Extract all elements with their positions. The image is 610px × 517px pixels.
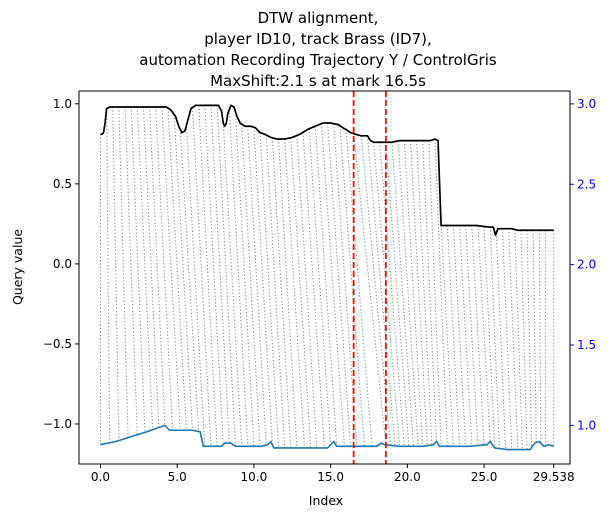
alignment-line-41 (353, 133, 387, 445)
y-left-tick-label-0: 1.0 (53, 97, 72, 111)
alignment-lines (99, 105, 555, 450)
reference-series-line (100, 424, 554, 451)
alignment-line-7 (142, 106, 160, 428)
alignment-line-59 (465, 225, 479, 446)
title-line-4: MaxShift:2.1 s at mark 16.5s (210, 72, 426, 90)
alignment-line-28 (271, 137, 292, 448)
alignment-line-60 (471, 225, 485, 446)
alignment-line-51 (416, 140, 433, 445)
alignment-line-35 (314, 126, 338, 447)
x-tick-label-1: 5.0 (168, 470, 187, 484)
x-tick-label-0: 0.0 (91, 470, 110, 484)
alignment-line-62 (483, 226, 496, 448)
alignment-line-71 (538, 230, 542, 444)
alignment-line-40 (345, 129, 373, 447)
series-lines (100, 104, 554, 451)
alignment-line-32 (296, 135, 318, 448)
alignment-line-67 (514, 229, 523, 450)
chart-title: DTW alignment, player ID10, track Brass … (139, 9, 497, 90)
alignment-line-56 (446, 225, 461, 447)
alignment-line-13 (179, 129, 200, 432)
title-line-3: automation Recording Trajectory Y / Cont… (139, 51, 497, 69)
alignment-line-58 (459, 225, 473, 447)
alignment-line-70 (532, 230, 537, 443)
title-line-2: player ID10, track Brass (ID7), (204, 30, 432, 48)
alignment-line-27 (265, 134, 286, 448)
marker-lines (352, 91, 387, 464)
alignment-line-55 (440, 225, 454, 447)
alignment-line-43 (366, 135, 396, 446)
alignment-line-17 (204, 105, 224, 445)
x-tick-label-5: 25.0 (471, 470, 498, 484)
x-tick-label-2: 10.0 (241, 470, 268, 484)
alignment-line-45 (379, 142, 405, 447)
y-right-tick-label-4: 1.0 (577, 418, 596, 432)
y-left-tick-label-1: 0.5 (53, 177, 72, 191)
alignment-line-49 (403, 140, 424, 447)
alignment-line-12 (173, 114, 194, 431)
alignment-line-18 (210, 105, 230, 444)
alignment-line-11 (167, 108, 187, 431)
y-right-tick-label-2: 2.0 (577, 258, 596, 272)
alignment-line-63 (489, 227, 500, 449)
title-line-1: DTW alignment, (258, 9, 379, 27)
alignment-line-6 (136, 106, 154, 430)
alignment-line-2 (112, 106, 120, 441)
alignment-line-39 (339, 125, 365, 447)
y-left-tick-label-4: −1.0 (43, 417, 72, 431)
x-axis: 0.0 5.0 10.0 15.0 20.0 25.0 29.538 (91, 464, 575, 484)
alignment-line-65 (501, 228, 513, 450)
x-tick-label-3: 15.0 (317, 470, 344, 484)
x-tick-label-4: 20.0 (394, 470, 421, 484)
y-left-tick-label-3: −0.5 (43, 337, 72, 351)
alignment-line-9 (155, 106, 174, 431)
alignment-line-5 (130, 106, 146, 433)
y-right-tick-label-0: 3.0 (577, 97, 596, 111)
alignment-line-14 (185, 125, 206, 447)
alignment-line-29 (277, 138, 298, 448)
alignment-line-30 (284, 138, 306, 448)
y-axis-left-label: Query value (10, 229, 25, 305)
alignment-line-23 (241, 124, 261, 447)
alignment-line-52 (422, 140, 438, 442)
alignment-line-54 (434, 139, 448, 447)
alignment-line-68 (520, 230, 528, 450)
alignment-line-3 (118, 106, 129, 438)
alignment-line-66 (508, 228, 519, 450)
alignment-line-48 (397, 140, 419, 447)
y-right-tick-label-3: 1.5 (577, 338, 596, 352)
alignment-line-36 (320, 123, 345, 447)
alignment-line-50 (409, 140, 428, 446)
alignment-line-4 (124, 106, 138, 435)
y-axis-right: 3.0 2.5 2.0 1.5 1.0 (570, 97, 596, 432)
x-tick-label-6: 29.538 (533, 470, 575, 484)
alignment-line-19 (216, 105, 237, 447)
alignment-line-69 (526, 230, 533, 448)
alignment-line-61 (477, 225, 491, 442)
alignment-line-16 (198, 105, 218, 447)
alignment-line-1 (106, 108, 111, 443)
alignment-line-31 (290, 137, 312, 448)
alignment-line-10 (161, 106, 181, 431)
alignment-line-46 (385, 142, 410, 447)
alignment-line-34 (308, 128, 332, 445)
alignment-line-8 (149, 106, 166, 426)
y-right-tick-label-1: 2.5 (577, 177, 596, 191)
alignment-line-37 (327, 122, 352, 447)
plot-frame (78, 90, 571, 465)
alignment-line-24 (247, 126, 267, 446)
x-axis-label: Index (309, 493, 343, 508)
y-left-tick-label-2: 0.0 (53, 257, 72, 271)
alignment-line-47 (391, 142, 414, 447)
y-axis-left: 1.0 0.5 0.0 −0.5 −1.0 (43, 97, 79, 431)
alignment-line-15 (192, 107, 212, 447)
alignment-line-57 (452, 225, 467, 447)
alignment-line-64 (495, 232, 507, 450)
query-series-line (100, 104, 554, 236)
alignment-line-22 (235, 111, 255, 447)
plot-area (99, 91, 555, 464)
